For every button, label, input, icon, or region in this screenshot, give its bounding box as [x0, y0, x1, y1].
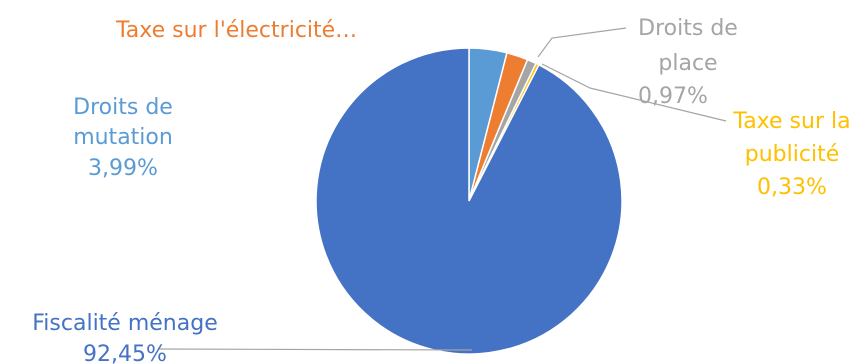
label-taxe-electricite-line1: Taxe sur l'électricité…	[115, 18, 357, 43]
label-taxe-publicite: Taxe sur la publicité 0,33%	[732, 109, 850, 200]
label-droits-mutation: Droits de mutation 3,99%	[73, 95, 173, 181]
label-taxe-publicite-line2: publicité	[745, 142, 839, 167]
leader-line-droits-place	[537, 27, 627, 58]
leader-lines	[157, 27, 727, 351]
label-droits-mutation-line1: Droits de	[73, 95, 173, 120]
leader-line-taxe-publicite	[541, 63, 727, 122]
label-fiscalite-menage-value: 92,45%	[83, 342, 167, 364]
label-droits-place-line1: Droits de	[638, 16, 738, 41]
pie-slices	[315, 47, 623, 355]
label-droits-place-line2: place	[658, 51, 717, 76]
label-droits-mutation-value: 3,99%	[88, 156, 158, 181]
label-droits-place: Droits de place 0,97%	[638, 16, 738, 109]
label-droits-mutation-line2: mutation	[73, 125, 173, 150]
label-fiscalite-menage-line1: Fiscalité ménage	[32, 311, 217, 336]
leader-line-fiscalite-menage	[157, 348, 473, 351]
label-taxe-publicite-line1: Taxe sur la	[732, 109, 850, 134]
label-fiscalite-menage: Fiscalité ménage 92,45%	[32, 311, 217, 364]
label-taxe-publicite-value: 0,33%	[757, 175, 827, 200]
pie-slice-fiscalite-menage	[315, 47, 623, 355]
label-taxe-electricite: Taxe sur l'électricité…	[115, 18, 357, 43]
label-droits-place-value: 0,97%	[638, 84, 708, 109]
